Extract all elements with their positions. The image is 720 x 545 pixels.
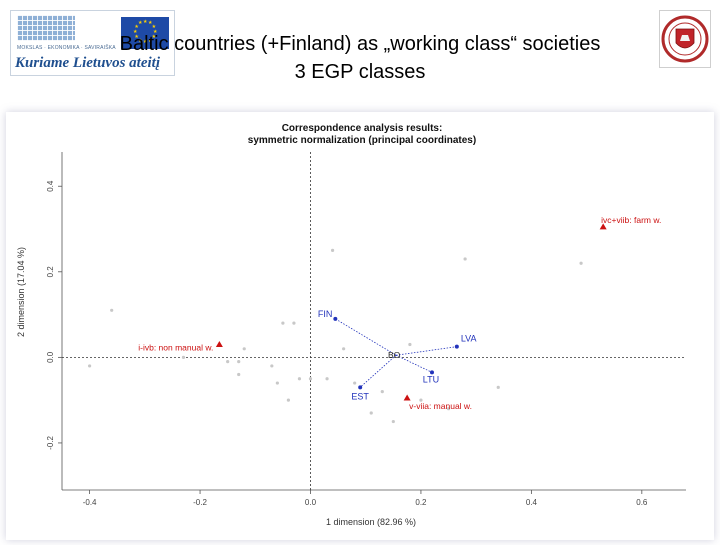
background-point <box>226 360 230 364</box>
center-label: BO <box>388 350 401 360</box>
class-label: ivc+viib: farm w. <box>601 215 661 225</box>
logo-small-text: MOKSLAS · EKONOMIKA · SAVIRAIŠKA <box>17 45 116 51</box>
chart-subtitle: symmetric normalization (principal coord… <box>248 135 476 146</box>
country-label: EST <box>351 391 369 401</box>
class-point <box>599 223 607 230</box>
background-point <box>237 372 241 377</box>
eu-star-icon: ★ <box>148 20 153 27</box>
country-point <box>429 370 434 375</box>
x-tick-label: 0.4 <box>526 498 538 507</box>
eu-star-icon: ★ <box>143 39 148 45</box>
background-point <box>325 377 329 381</box>
background-point <box>369 411 373 415</box>
background-point <box>408 342 412 347</box>
background-point <box>297 377 302 381</box>
background-point <box>281 321 285 325</box>
country-label: LVA <box>461 334 477 344</box>
background-point <box>88 364 92 368</box>
slide-title-line2: 3 EGP classes <box>294 61 426 83</box>
x-tick-label: -0.4 <box>83 498 97 507</box>
eu-star-icon: ★ <box>138 20 143 27</box>
x-tick-label: -0.2 <box>193 498 207 507</box>
eu-star-icon: ★ <box>143 19 148 25</box>
country-point <box>358 385 363 390</box>
chart-figure: Correspondence analysis results: symmetr… <box>6 112 714 540</box>
slide-title: Baltic countries (+Finland) as „working … <box>60 30 660 86</box>
background-point <box>308 377 313 381</box>
background-point <box>237 360 241 364</box>
x-tick-label: 0.6 <box>636 498 648 507</box>
background-point <box>353 381 357 385</box>
x-axis-label: 1 dimension (82.96 %) <box>326 517 416 527</box>
country-point <box>454 344 459 349</box>
y-tick-label: 0.4 <box>46 180 55 192</box>
y-axis-label: 2 dimension (17.04 %) <box>16 247 26 337</box>
esf-logo: MOKSLAS · EKONOMIKA · SAVIRAIŠKA Kuriame… <box>10 10 175 76</box>
background-point <box>579 261 583 265</box>
university-seal-icon <box>659 10 711 68</box>
eu-star-icon: ★ <box>138 37 143 44</box>
country-point <box>333 316 338 321</box>
class-label: i-ivb: non manual w. <box>138 343 213 353</box>
class-label: v-viia: manual w. <box>409 401 472 411</box>
eu-star-icon: ★ <box>134 34 139 40</box>
x-tick-label: 0.2 <box>415 498 427 507</box>
background-point <box>446 407 451 411</box>
logo-grid-graphic <box>17 15 75 41</box>
logo-motto: Kuriame Lietuvos ateitį <box>15 55 160 71</box>
connector-line <box>359 354 397 388</box>
background-point <box>419 398 423 402</box>
eu-star-icon: ★ <box>151 24 157 30</box>
background-point <box>496 385 500 389</box>
background-point <box>330 248 335 253</box>
x-tick-label: 0.0 <box>305 498 317 507</box>
country-label: LTU <box>423 374 439 384</box>
eu-star-icon: ★ <box>148 37 153 44</box>
correspondence-analysis-chart: Correspondence analysis results: symmetr… <box>16 123 686 527</box>
eu-flag-icon: ★ ★ ★ ★ ★ ★ ★ ★ ★ ★ ★ ★ <box>121 17 169 49</box>
eu-star-icon: ★ <box>153 29 158 35</box>
background-point <box>342 347 346 351</box>
background-point <box>270 364 274 368</box>
background-point <box>275 381 279 385</box>
background-point <box>463 257 467 261</box>
background-point <box>286 398 291 402</box>
connector-line <box>396 346 457 356</box>
background-point <box>181 355 186 359</box>
plot-area: -0.4 -0.2 0.0 0.2 0.4 0.6 -0.2 0.0 0.2 0.4 BO FIN LV… <box>46 152 686 507</box>
slide-title-line1: Baltic countries (+Finland) as „working … <box>119 33 601 55</box>
y-tick-label: 0.0 <box>46 351 55 363</box>
eu-star-icon: ★ <box>151 34 157 40</box>
y-tick-label: -0.2 <box>46 435 55 449</box>
connector-line <box>395 354 433 373</box>
eu-star-icon: ★ <box>134 24 139 30</box>
y-tick-label: 0.2 <box>46 266 55 278</box>
class-point <box>403 394 411 401</box>
background-point <box>242 347 246 351</box>
background-point <box>292 321 296 325</box>
class-point <box>215 341 223 348</box>
chart-title: Correspondence analysis results: <box>282 123 443 134</box>
background-point <box>110 308 114 312</box>
country-label: FIN <box>318 309 333 319</box>
eu-star-icon: ★ <box>133 29 138 35</box>
background-point <box>380 389 384 394</box>
background-point <box>391 419 395 424</box>
